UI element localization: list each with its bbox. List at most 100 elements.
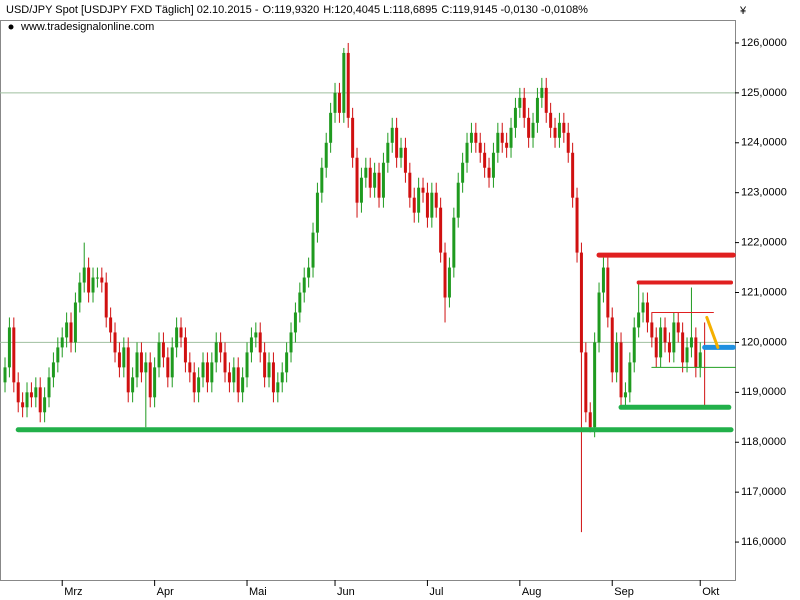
candle-body	[417, 187, 421, 213]
candle-body	[557, 122, 561, 138]
candle-body	[333, 92, 337, 113]
candle-body	[571, 152, 575, 198]
candle-body	[381, 162, 385, 198]
candle-body	[236, 367, 240, 393]
candle-body	[500, 132, 504, 143]
candle-body	[192, 372, 196, 393]
candle-body	[535, 97, 539, 123]
candle-body	[681, 332, 685, 363]
candle-body	[593, 342, 597, 428]
candle-body	[377, 172, 381, 198]
title-part: USD/JPY Spot [USDJPY FXD Täglich] 02.10.…	[6, 4, 259, 16]
candle-body	[16, 382, 20, 403]
candle-body	[135, 352, 139, 378]
candle-body	[51, 362, 55, 378]
y-tick-label: 123,0000	[741, 187, 787, 199]
candle-body	[139, 352, 143, 373]
candle-body	[685, 347, 689, 363]
y-tick-label: 119,0000	[741, 386, 786, 398]
candle-body	[38, 387, 42, 413]
candle-body	[421, 187, 425, 193]
candle-body	[390, 127, 394, 143]
candle-body	[271, 362, 275, 393]
candle-body	[311, 232, 315, 268]
candle-body	[412, 197, 416, 213]
candle-body	[249, 337, 253, 353]
candle-body	[302, 277, 306, 293]
candle-body	[148, 362, 152, 398]
candle-body	[205, 362, 209, 383]
candle-body	[21, 402, 25, 408]
candle-body	[104, 282, 108, 318]
candle-body	[219, 342, 223, 353]
candle-body	[153, 367, 157, 398]
candle-body	[425, 192, 429, 218]
candle-body	[337, 92, 341, 113]
candle-body	[456, 182, 460, 218]
candle-body	[60, 337, 64, 348]
candle-body	[505, 142, 509, 148]
currency: ¥	[739, 5, 747, 17]
candle-body	[403, 147, 407, 173]
candle-body	[434, 192, 438, 208]
candle-body	[73, 302, 77, 343]
candle-body	[562, 122, 566, 133]
candle-body	[689, 337, 693, 348]
candle-body	[280, 372, 284, 383]
candle-body	[654, 337, 658, 358]
x-tick-label: Mrz	[64, 586, 82, 598]
candle-body	[188, 362, 192, 373]
candle-body	[201, 362, 205, 378]
candle-body	[474, 132, 478, 143]
candle-body	[307, 267, 311, 278]
candle-body	[29, 392, 33, 398]
candle-body	[487, 167, 491, 178]
candle-body	[183, 337, 187, 363]
candle-body	[170, 347, 174, 378]
y-tick-label: 126,0000	[741, 37, 787, 49]
candle-body	[601, 267, 605, 293]
candle-body	[298, 292, 302, 313]
candle-body	[131, 377, 135, 393]
y-tick-label: 122,0000	[741, 237, 787, 249]
title-part: H:120,4045 L:118,6895	[323, 4, 437, 16]
candle-body	[117, 352, 121, 368]
candle-body	[289, 332, 293, 353]
candle-body	[197, 377, 201, 393]
candle-body	[540, 87, 544, 98]
x-tick-label: Jul	[429, 586, 443, 598]
candle-body	[359, 177, 363, 203]
candle-body	[342, 52, 346, 113]
candle-body	[267, 362, 271, 378]
x-tick-label: Apr	[157, 586, 174, 598]
candle-body	[324, 142, 328, 168]
candle-body	[351, 117, 355, 158]
candle-body	[443, 252, 447, 298]
candle-body	[399, 147, 403, 158]
y-tick-label: 120,0000	[741, 336, 787, 348]
x-tick-label: Mai	[249, 586, 267, 598]
candle-body	[606, 267, 610, 318]
candle-body	[491, 152, 495, 178]
candle-body	[672, 322, 676, 353]
candle-body	[179, 327, 183, 338]
candle-body	[126, 347, 130, 393]
candle-body	[447, 267, 451, 298]
candle-body	[373, 172, 377, 188]
candle-body	[395, 127, 399, 158]
candle-body	[109, 317, 113, 333]
candle-body	[258, 332, 262, 353]
candle-body	[628, 362, 632, 393]
candle-body	[465, 142, 469, 163]
candle-body	[553, 127, 557, 138]
candle-body	[227, 372, 231, 383]
candle-body	[588, 412, 592, 428]
candle-body	[276, 382, 280, 393]
candle-body	[91, 277, 95, 293]
candle-body	[408, 172, 412, 198]
candle-body	[615, 342, 619, 373]
candle-body	[157, 342, 161, 368]
candle-body	[575, 197, 579, 253]
